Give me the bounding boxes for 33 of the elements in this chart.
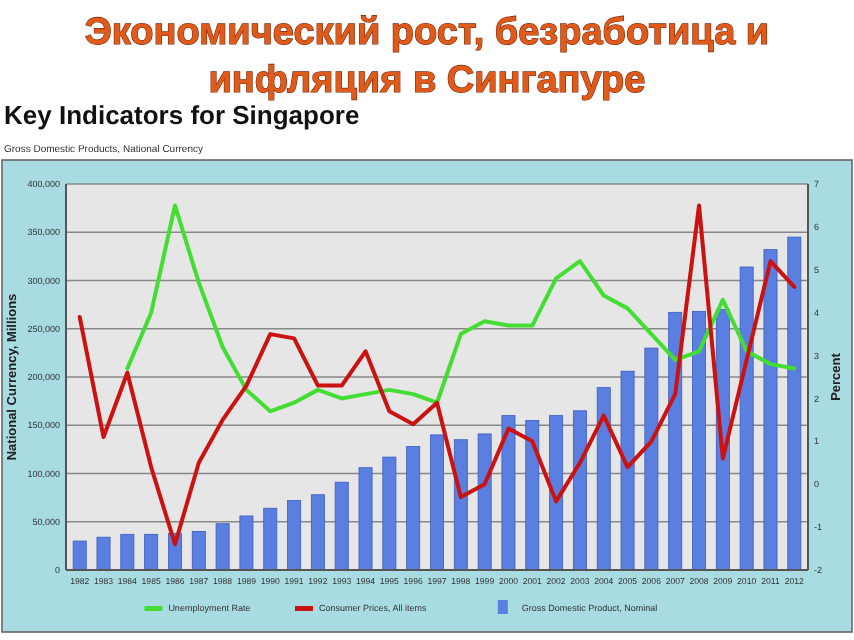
bar [525,420,540,571]
bar [96,536,111,571]
bar [239,515,254,571]
bar [287,500,302,571]
bar [382,456,397,571]
bar [549,415,564,571]
bar [620,370,635,571]
bar [644,347,659,571]
bar [215,523,230,571]
bar [406,446,421,571]
bar [191,531,206,571]
bar [263,507,278,571]
chart-subtitle: Key Indicators for Singapore [4,100,360,130]
bar [334,481,349,571]
bar [72,540,87,571]
bar [572,410,587,571]
bar [763,249,778,571]
chart-title: Экономический рост, безработица и инфляция в Сингапуре [84,12,770,102]
bar [787,236,802,571]
bar [692,310,706,571]
bar [120,533,135,571]
bar [144,533,159,571]
bar [430,434,444,571]
bar [739,266,754,571]
bar [596,387,611,571]
bar [453,439,468,571]
line-series [77,203,797,547]
bar [310,494,325,571]
bar [501,415,516,571]
bar [668,311,683,571]
bar [358,467,373,571]
line-series [125,203,797,414]
bar [477,433,492,571]
